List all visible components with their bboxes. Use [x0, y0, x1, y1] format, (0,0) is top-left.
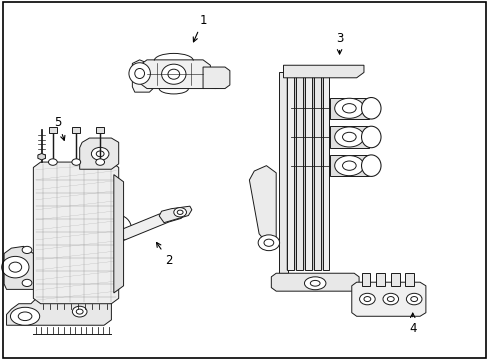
- Ellipse shape: [76, 309, 83, 314]
- Ellipse shape: [22, 246, 32, 253]
- Polygon shape: [271, 273, 358, 291]
- Ellipse shape: [382, 293, 398, 305]
- Text: 3: 3: [335, 32, 343, 54]
- Ellipse shape: [204, 71, 225, 89]
- Polygon shape: [405, 273, 413, 286]
- Ellipse shape: [359, 293, 374, 305]
- Ellipse shape: [361, 98, 380, 119]
- Polygon shape: [159, 206, 191, 223]
- Polygon shape: [329, 126, 368, 148]
- Ellipse shape: [1, 256, 29, 278]
- Ellipse shape: [173, 208, 186, 217]
- Ellipse shape: [10, 307, 40, 325]
- Polygon shape: [322, 76, 329, 270]
- Ellipse shape: [91, 147, 109, 160]
- Ellipse shape: [258, 235, 279, 251]
- Polygon shape: [38, 153, 45, 160]
- Polygon shape: [33, 162, 119, 304]
- Ellipse shape: [264, 239, 273, 246]
- Ellipse shape: [96, 151, 104, 157]
- Ellipse shape: [72, 159, 81, 165]
- Polygon shape: [329, 98, 368, 119]
- Polygon shape: [361, 273, 369, 286]
- Ellipse shape: [102, 215, 131, 242]
- Ellipse shape: [334, 156, 363, 176]
- Ellipse shape: [161, 64, 185, 84]
- Polygon shape: [132, 60, 157, 92]
- Polygon shape: [249, 166, 276, 244]
- Polygon shape: [313, 76, 320, 270]
- Ellipse shape: [110, 222, 123, 234]
- Polygon shape: [278, 72, 288, 273]
- Ellipse shape: [210, 75, 220, 84]
- Ellipse shape: [167, 69, 179, 79]
- Text: 5: 5: [55, 116, 65, 140]
- Ellipse shape: [406, 293, 421, 305]
- Ellipse shape: [72, 306, 87, 317]
- Ellipse shape: [22, 279, 32, 287]
- Ellipse shape: [361, 126, 380, 148]
- Ellipse shape: [386, 297, 393, 302]
- Polygon shape: [390, 273, 399, 286]
- Polygon shape: [287, 76, 294, 270]
- Ellipse shape: [410, 297, 417, 302]
- Polygon shape: [4, 246, 33, 289]
- Ellipse shape: [135, 68, 144, 78]
- Ellipse shape: [18, 312, 32, 320]
- Ellipse shape: [342, 104, 355, 113]
- Ellipse shape: [342, 161, 355, 170]
- Ellipse shape: [129, 63, 150, 84]
- Polygon shape: [114, 175, 123, 293]
- Ellipse shape: [361, 155, 380, 176]
- Polygon shape: [203, 67, 229, 89]
- Polygon shape: [6, 293, 111, 325]
- Ellipse shape: [9, 262, 21, 272]
- Ellipse shape: [96, 159, 104, 165]
- Polygon shape: [296, 76, 303, 270]
- Polygon shape: [305, 76, 311, 270]
- Ellipse shape: [334, 127, 363, 147]
- Polygon shape: [140, 60, 210, 89]
- Polygon shape: [375, 273, 384, 286]
- Text: 2: 2: [156, 243, 172, 267]
- Polygon shape: [329, 155, 368, 176]
- Polygon shape: [80, 138, 119, 169]
- Bar: [96, 127, 104, 134]
- Bar: [49, 127, 57, 134]
- Ellipse shape: [48, 159, 57, 165]
- Ellipse shape: [304, 277, 325, 290]
- Ellipse shape: [342, 132, 355, 141]
- Ellipse shape: [334, 98, 363, 118]
- Bar: [72, 127, 80, 134]
- Text: 1: 1: [193, 14, 206, 42]
- Ellipse shape: [363, 297, 370, 302]
- Polygon shape: [107, 211, 185, 240]
- Polygon shape: [351, 282, 425, 316]
- Text: 4: 4: [408, 313, 416, 335]
- Ellipse shape: [310, 280, 320, 286]
- Polygon shape: [283, 65, 363, 78]
- Ellipse shape: [177, 210, 183, 215]
